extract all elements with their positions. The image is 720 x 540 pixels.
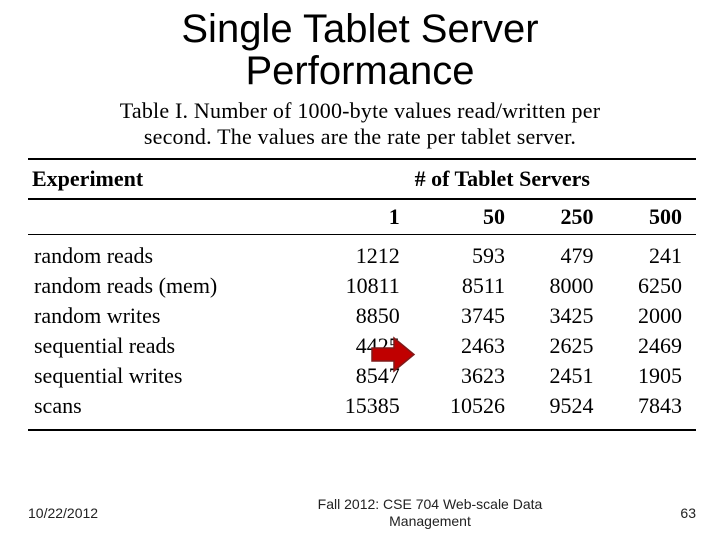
title-line1: Single Tablet Server [181, 7, 538, 51]
header-row: Experiment # of Tablet Servers [28, 159, 696, 199]
cell: 8000 [519, 271, 607, 301]
cell: 3623 [414, 361, 519, 391]
cell: 2463 [414, 331, 519, 361]
table-body: random reads 1212 593 479 241 random rea… [28, 235, 696, 431]
row-label: random reads [28, 235, 309, 272]
table-row: sequential reads 4425 2463 2625 2469 [28, 331, 696, 361]
cell: 9524 [519, 391, 607, 430]
cell: 241 [608, 235, 696, 272]
footer-date: 10/22/2012 [0, 505, 200, 521]
table-container: Experiment # of Tablet Servers 1 50 250 … [28, 158, 696, 431]
cell: 10526 [414, 391, 519, 430]
course-line2: Management [389, 513, 471, 529]
cell: 8850 [309, 301, 414, 331]
col-1: 1 [309, 199, 414, 235]
table-row: random reads (mem) 10811 8511 8000 6250 [28, 271, 696, 301]
row-label: random reads (mem) [28, 271, 309, 301]
slide-title: Single Tablet Server Performance [0, 0, 720, 92]
cell: 1905 [608, 361, 696, 391]
table-row: scans 15385 10526 9524 7843 [28, 391, 696, 430]
table-row: sequential writes 8547 3623 2451 1905 [28, 361, 696, 391]
cell: 4425 [309, 331, 414, 361]
cell: 15385 [309, 391, 414, 430]
row-label: random writes [28, 301, 309, 331]
title-line2: Performance [246, 49, 475, 93]
cell: 8511 [414, 271, 519, 301]
cell: 1212 [309, 235, 414, 272]
cell: 2451 [519, 361, 607, 391]
cell: 593 [414, 235, 519, 272]
row-label: scans [28, 391, 309, 430]
cell: 479 [519, 235, 607, 272]
footer-course: Fall 2012: CSE 704 Web-scale Data Manage… [200, 496, 660, 530]
performance-table: Experiment # of Tablet Servers 1 50 250 … [28, 158, 696, 431]
slide-footer: 10/22/2012 Fall 2012: CSE 704 Web-scale … [0, 496, 720, 530]
table-row: random reads 1212 593 479 241 [28, 235, 696, 272]
cell: 2469 [608, 331, 696, 361]
cell: 8547 [309, 361, 414, 391]
footer-page: 63 [660, 505, 720, 521]
blank-cell [28, 199, 309, 235]
caption-line1: Table I. Number of 1000-byte values read… [120, 98, 600, 123]
col-500: 500 [608, 199, 696, 235]
col-servers: # of Tablet Servers [309, 159, 696, 199]
table-row: random writes 8850 3745 3425 2000 [28, 301, 696, 331]
row-label: sequential writes [28, 361, 309, 391]
cell: 6250 [608, 271, 696, 301]
cell: 2625 [519, 331, 607, 361]
cell: 3745 [414, 301, 519, 331]
caption-line2: second. The values are the rate per tabl… [144, 124, 576, 149]
row-label: sequential reads [28, 331, 309, 361]
col-250: 250 [519, 199, 607, 235]
cell: 2000 [608, 301, 696, 331]
col-experiment: Experiment [28, 159, 309, 199]
course-line1: Fall 2012: CSE 704 Web-scale Data [318, 496, 543, 512]
cell: 10811 [309, 271, 414, 301]
slide: Single Tablet Server Performance Table I… [0, 0, 720, 540]
cell: 3425 [519, 301, 607, 331]
table-caption: Table I. Number of 1000-byte values read… [0, 98, 720, 150]
col-50: 50 [414, 199, 519, 235]
cell: 7843 [608, 391, 696, 430]
subheader-row: 1 50 250 500 [28, 199, 696, 235]
